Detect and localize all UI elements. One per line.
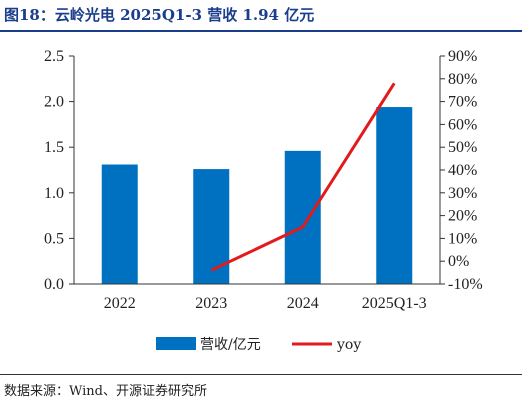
right-axis: -10% 0% 10% 20% 30% 40% 50% 60% 70% 80% 90% bbox=[440, 48, 483, 293]
source-note: 数据来源：Wind、开源证券研究所 bbox=[4, 384, 207, 399]
revenue-bar bbox=[284, 150, 321, 284]
left-tick-label: 2.5 bbox=[44, 48, 64, 65]
bar-series bbox=[101, 107, 413, 285]
x-tick-label: 2023 bbox=[195, 295, 227, 312]
right-tick-label: 0% bbox=[448, 253, 469, 270]
left-axis: 0.0 0.5 1.0 1.5 2.0 2.5 bbox=[44, 48, 74, 293]
right-tick-label: 70% bbox=[448, 94, 477, 111]
right-tick-label: 80% bbox=[448, 71, 477, 88]
x-axis: 2022 2023 2024 2025Q1-3 bbox=[104, 295, 427, 312]
yoy-series bbox=[210, 82, 396, 272]
right-tick-label: 10% bbox=[448, 230, 477, 247]
legend: 营收/亿元 yoy bbox=[156, 337, 361, 353]
revenue-bar bbox=[101, 164, 138, 284]
figure-title: 图18：云岭光电 2025Q1-3 营收 1.94 亿元 bbox=[4, 6, 315, 24]
left-tick-label: 2.0 bbox=[44, 94, 64, 111]
right-tick-label: 40% bbox=[448, 162, 477, 179]
x-tick-label: 2025Q1-3 bbox=[362, 295, 427, 312]
legend-label-revenue: 营收/亿元 bbox=[200, 337, 261, 353]
legend-label-yoy: yoy bbox=[336, 337, 361, 353]
left-tick-label: 1.5 bbox=[44, 139, 64, 156]
right-tick-label: 20% bbox=[448, 208, 477, 225]
legend-swatch-revenue bbox=[156, 337, 196, 350]
title-rule bbox=[0, 30, 522, 32]
left-tick-label: 0.5 bbox=[44, 230, 64, 247]
x-tick-label: 2022 bbox=[104, 295, 136, 312]
right-tick-label: 60% bbox=[448, 116, 477, 133]
right-tick-label: 90% bbox=[448, 48, 477, 65]
left-tick-label: 1.0 bbox=[44, 185, 64, 202]
right-tick-label: 50% bbox=[448, 139, 477, 156]
yoy-line bbox=[210, 82, 396, 272]
right-tick-label: 30% bbox=[448, 185, 477, 202]
revenue-bar bbox=[193, 169, 230, 284]
revenue-bar bbox=[376, 107, 413, 285]
left-tick-label: 0.0 bbox=[44, 276, 64, 293]
right-tick-label: -10% bbox=[448, 276, 483, 293]
footer-rule bbox=[0, 374, 522, 375]
axis-lines bbox=[73, 56, 441, 285]
x-tick-label: 2024 bbox=[287, 295, 319, 312]
